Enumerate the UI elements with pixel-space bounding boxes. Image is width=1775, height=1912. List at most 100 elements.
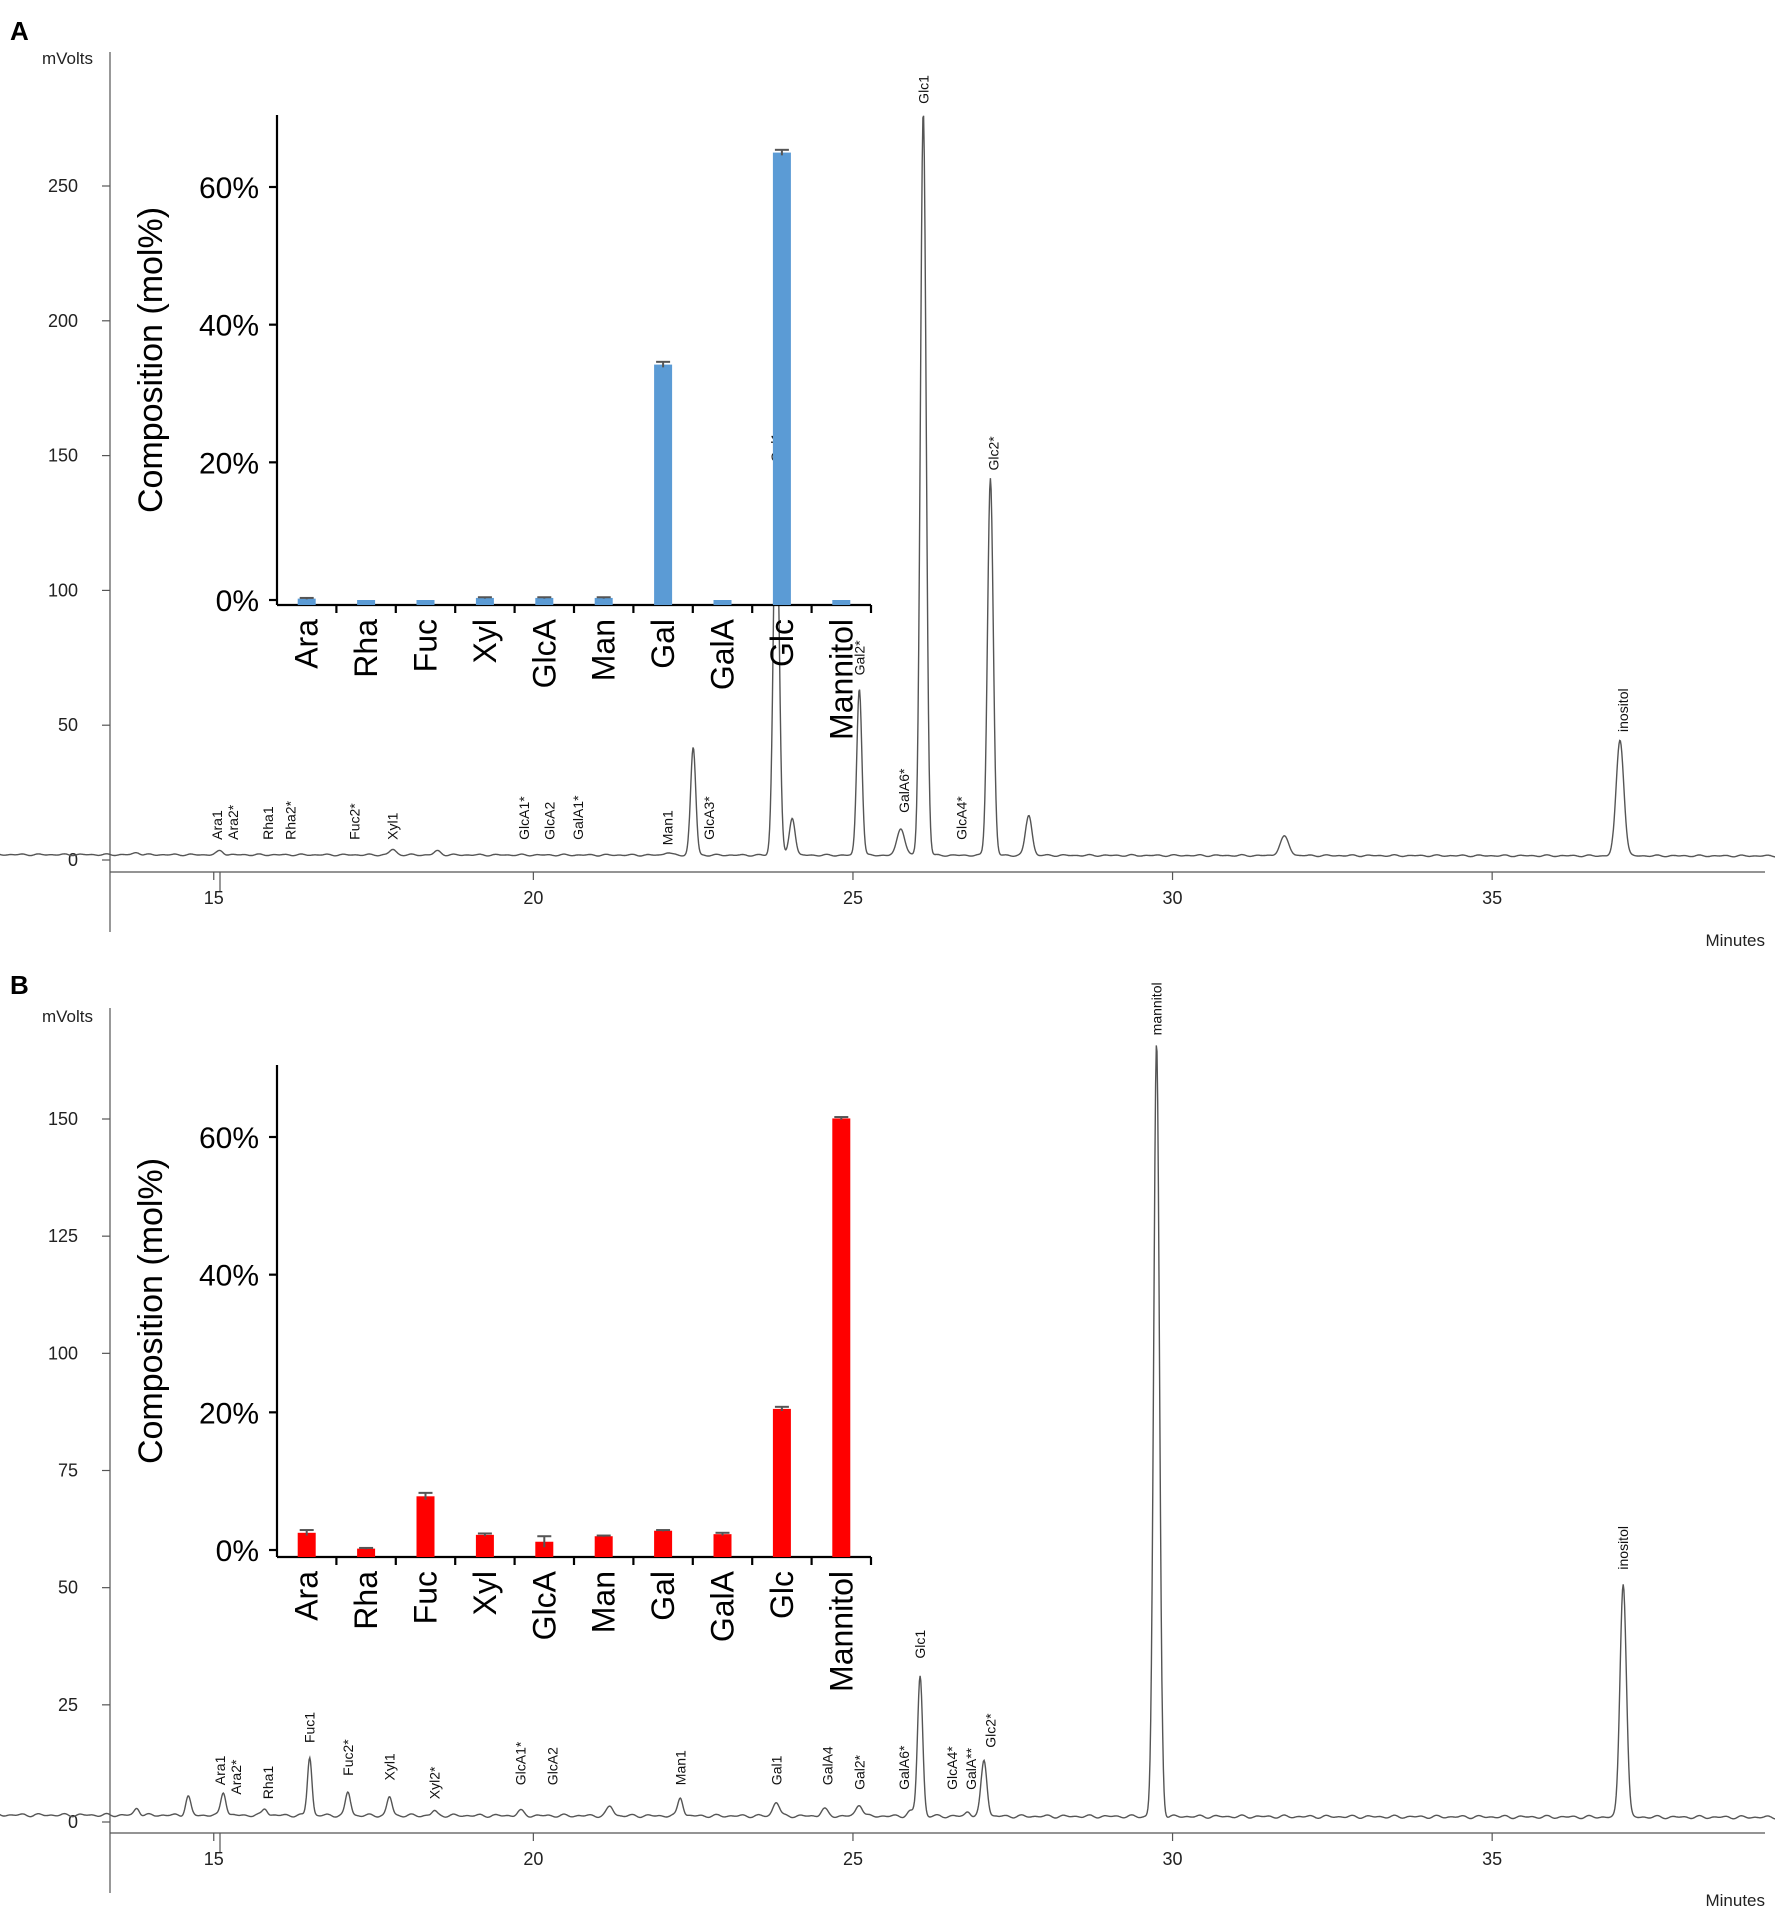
bar [357,600,376,605]
peak-label: Gal2* [851,1754,867,1790]
peak-label: GalA1* [570,795,586,840]
peak-label: Ara2* [225,804,241,840]
peak-label: GalA4 [819,1746,835,1785]
peak-label: Ara1 [212,1755,228,1785]
bar [772,152,791,606]
inset-category-label: Fuc [408,619,444,672]
x-tick-label: 20 [523,888,543,908]
peak-label: GlcA1* [513,1741,529,1785]
inset-category-label: Rha [348,1571,384,1630]
peak-label: Rha1 [260,1766,276,1800]
inset-category-label: Man [586,1571,622,1633]
inset-y-tick-label: 60% [199,1122,259,1155]
panel-letter-b: B [10,970,29,1000]
y-tick-label: 250 [48,176,78,196]
bar [475,597,494,605]
peak-label: GalA6* [896,768,912,813]
inset-category-label: Glc [764,619,800,667]
y-tick-label: 150 [48,1109,78,1129]
inset-category-label: GlcA [526,1570,562,1640]
y-tick-label: 200 [48,311,78,331]
y-tick-label: 75 [58,1461,78,1481]
chromatogram-trace [0,1045,1775,1820]
panel-b: B mVolts Minutes 0 25 50 75 100 125 150 15 20 25 3… [0,970,1775,1910]
bar [297,1532,316,1557]
panel-letter-a: A [10,16,29,46]
inset-category-label: Gal [645,1571,681,1621]
peak-label: GlcA3* [701,796,717,840]
bar [297,598,316,605]
bar [535,597,554,605]
peak-label: Fuc2* [340,1739,356,1776]
peak-label: GlcA2 [545,1747,561,1785]
x-tick-label: 25 [843,888,863,908]
bar [772,1408,791,1557]
bar [832,600,851,605]
peak-label: Man1 [672,1750,688,1785]
inset-bar-chart: 0% 20% 40% 60% Composition (mol%) Ara Rha Fuc Xy… [132,115,873,740]
peak-label: Xyl1 [385,812,401,839]
y-tick-label: 50 [58,715,78,735]
peak-label: Ara2* [228,1759,244,1795]
x-tick-label: 35 [1482,1849,1502,1869]
inset-y-tick-label: 0% [216,585,259,618]
inset-y-axis-label: Composition (mol%) [132,207,170,513]
peak-label: Xyl2* [426,1766,442,1799]
peak-label: Glc1 [915,75,931,104]
inset-y-tick-label: 40% [199,310,259,343]
chromatogram-trace [0,115,1775,858]
inset-category-label: Xyl [467,619,503,663]
bar [654,364,673,605]
peak-label: Glc1 [912,1630,928,1659]
inset-category-label: Xyl [467,1571,503,1615]
x-tick-label: 15 [204,1849,224,1869]
peak-label: GlcA2 [541,801,557,839]
bar [416,1496,435,1557]
inset-bar-chart: 0% 20% 40% 60% Composition (mol%) Ara Rha Fuc Xy… [132,1065,873,1692]
peak-label: mannitol [1149,982,1165,1035]
bar [535,1541,554,1557]
peak-label: Glc2* [982,1713,998,1748]
peak-label: Glc2* [986,436,1002,471]
peak-label: GalA** [963,1747,979,1790]
peak-label: GlcA4* [954,796,970,840]
x-axis-unit-label: Minutes [1705,931,1765,950]
bar [654,1530,673,1557]
inset-category-label: GalA [705,1570,741,1642]
inset-category-label: Mannitol [823,619,859,740]
inset-y-tick-label: 0% [216,1535,259,1568]
x-tick-label: 30 [1163,888,1183,908]
y-tick-label: 0 [68,1812,78,1832]
peak-label: Gal1 [768,1755,784,1785]
x-tick-label: 25 [843,1849,863,1869]
inset-category-label: GlcA [526,618,562,688]
bar [357,1548,376,1557]
bar [416,600,435,605]
x-tick-label: 15 [204,888,224,908]
peak-label: inositol [1615,1526,1631,1570]
peak-label: GalA6* [896,1745,912,1790]
inset-y-axis-label: Composition (mol%) [132,1158,170,1464]
peak-label: Fuc2* [346,803,362,840]
inset-y-tick-label: 60% [199,172,259,205]
peak-label: Xyl1 [382,1753,398,1780]
inset-category-label: Ara [289,619,325,669]
bar [713,600,732,605]
bar [713,1534,732,1557]
y-tick-label: 50 [58,1578,78,1598]
y-tick-label: 0 [68,850,78,870]
panel-a: A mVolts Minutes 0 50 100 150 200 250 15 20 25 30… [0,16,1775,950]
peak-label: Fuc1 [302,1712,318,1743]
bar [594,1536,613,1557]
y-axis-unit-label: mVolts [42,49,93,68]
inset-category-label: Glc [764,1571,800,1619]
bar [832,1118,851,1557]
y-tick-label: 100 [48,580,78,600]
x-tick-label: 35 [1482,888,1502,908]
inset-y-tick-label: 20% [199,1397,259,1430]
inset-category-label: Gal [645,619,681,669]
inset-category-label: Rha [348,619,384,678]
peak-label: Man1 [660,810,676,845]
x-tick-label: 30 [1163,1849,1183,1869]
